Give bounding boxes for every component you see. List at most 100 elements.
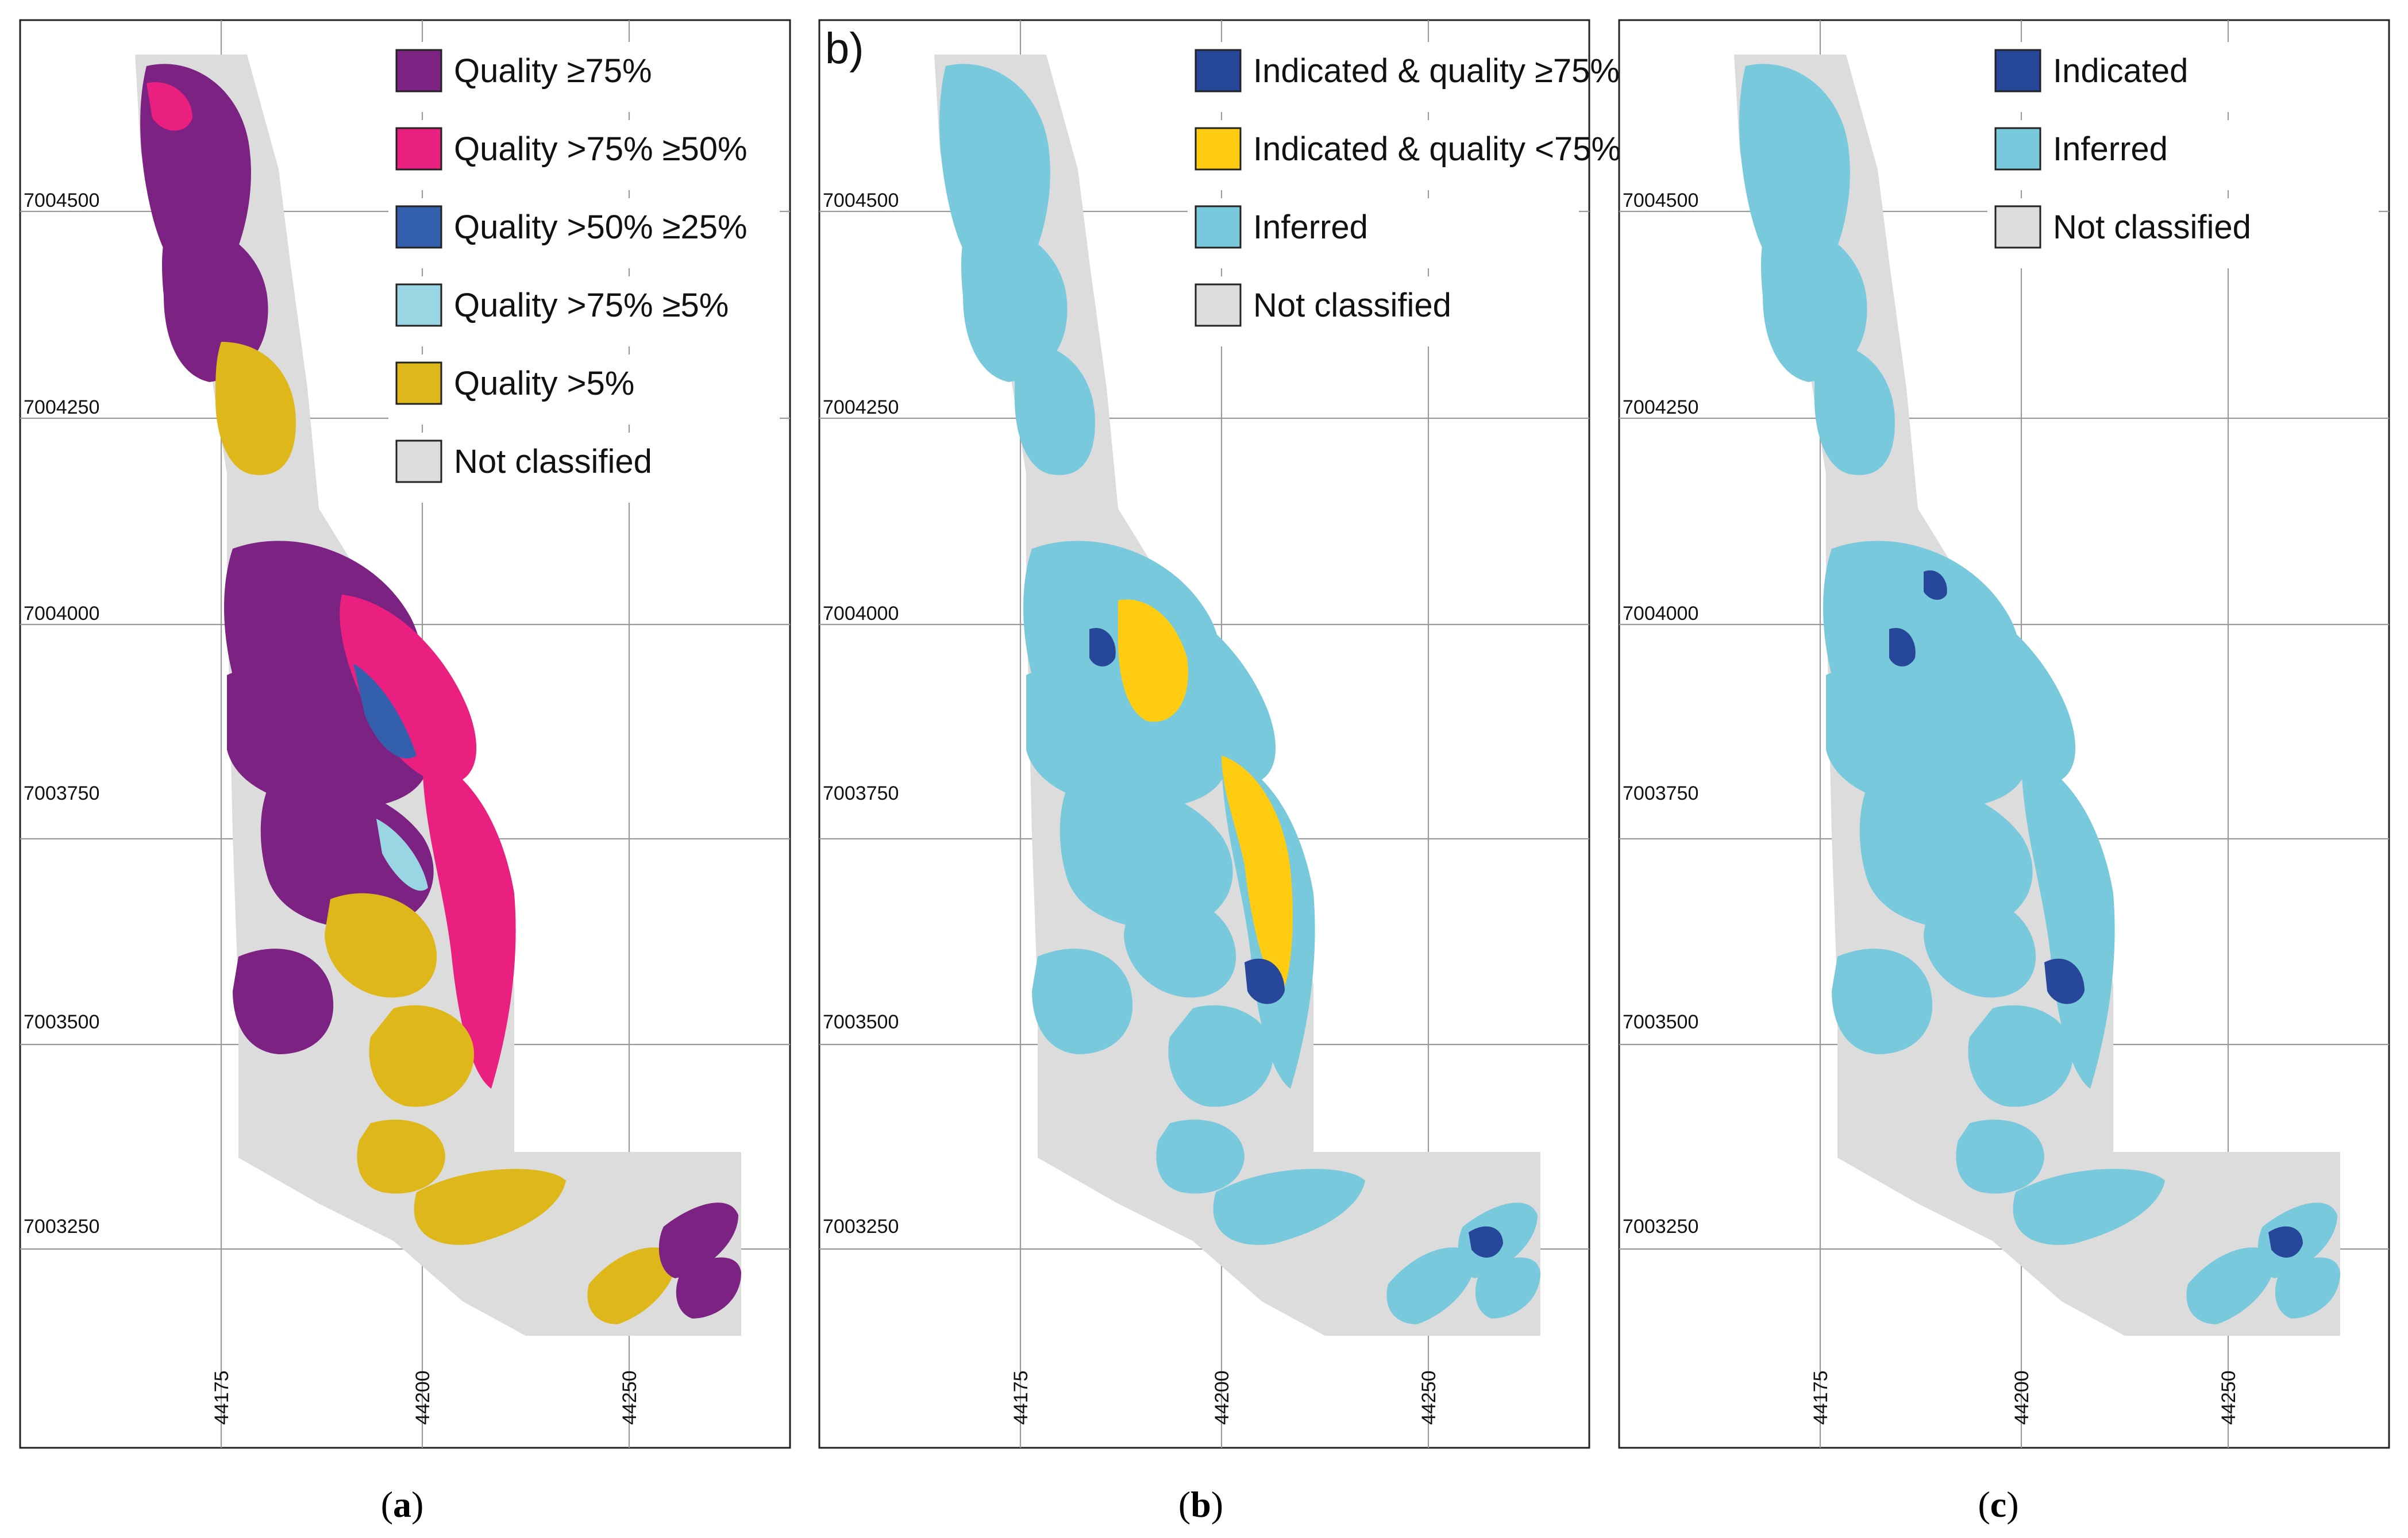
classified-region (676, 1257, 741, 1319)
easting-label: 44200 (2011, 1370, 2033, 1425)
legend-label: Not classified (1253, 287, 1451, 324)
northing-label: 7004500 (1623, 190, 1698, 211)
easting-label: 44175 (1810, 1370, 1832, 1425)
northing-label: 7003250 (24, 1216, 99, 1238)
classified-region (1156, 1119, 1245, 1194)
northing-label: 7003500 (1623, 1011, 1698, 1033)
legend-entry-bg (388, 198, 780, 268)
legend-swatch (395, 283, 442, 327)
classified-region (1956, 1119, 2044, 1194)
deposit-map (135, 55, 741, 1336)
northing-label: 7003750 (24, 783, 99, 804)
legend-swatch (395, 361, 442, 405)
legend-entry-bg (1188, 198, 1579, 268)
legend: Indicated & quality ≥75% Indicated & qual… (1188, 42, 1621, 346)
legend-swatch (1994, 127, 2041, 171)
northing-label: 7004500 (823, 190, 899, 211)
northing-label: 7004250 (823, 396, 899, 418)
legend-swatch (1994, 49, 2041, 92)
classified-region (658, 1202, 738, 1278)
classified-region (1168, 1005, 1273, 1107)
legend-entry-bg (1188, 276, 1579, 346)
classified-region (1015, 342, 1095, 475)
easting-label: 44200 (412, 1370, 434, 1425)
legend-label: Quality >50% ≥25% (454, 209, 748, 246)
classified-region (260, 783, 434, 929)
classified-region (353, 664, 417, 759)
easting-label: 44175 (1010, 1370, 1032, 1425)
legend-label: Quality >75% ≥50% (454, 130, 748, 168)
legend-swatch (1994, 205, 2041, 249)
legend-swatch (1195, 283, 1242, 327)
deposit-map (1734, 55, 2340, 1336)
classified-region (1814, 342, 1895, 475)
easting-label: 44200 (1211, 1370, 1233, 1425)
legend-entry-bg (388, 354, 780, 425)
classified-region (1213, 1169, 1365, 1245)
classified-region (961, 225, 1068, 382)
classified-region (162, 225, 268, 382)
classified-region (1059, 783, 1233, 929)
classified-region (233, 949, 334, 1054)
legend-entry-bg (1188, 42, 1579, 112)
legend-entry-bg (388, 276, 780, 346)
classified-region (376, 819, 428, 891)
classified-region (1761, 225, 1867, 382)
legend-swatch (395, 205, 442, 249)
legend-label: Inferred (1253, 209, 1368, 246)
northing-label: 7003750 (1623, 783, 1698, 804)
easting-label: 44250 (2218, 1370, 2240, 1425)
panel-caption: (a) (381, 1484, 424, 1525)
classified-region (1924, 570, 1947, 600)
classified-region (1245, 958, 1285, 1004)
panel-caption: (c) (1978, 1484, 2018, 1525)
classified-region (1089, 628, 1116, 666)
classified-region (1859, 783, 2033, 929)
northing-label: 7003750 (823, 783, 899, 804)
northing-label: 7004000 (1623, 603, 1698, 625)
legend-label: Indicated & quality <75% (1253, 130, 1621, 168)
legend-label: Indicated (2053, 52, 2188, 90)
legend-entry-bg (1188, 120, 1579, 190)
legend-entry-bg (388, 120, 780, 190)
classified-region (422, 755, 516, 1089)
classified-region (1968, 1005, 2073, 1107)
classified-region (325, 893, 437, 998)
easting-label: 44250 (619, 1370, 641, 1425)
classified-region (147, 82, 192, 131)
legend-label: Quality ≥75% (454, 52, 652, 90)
legend-entry-bg (1987, 120, 2379, 190)
legend-label: Indicated & quality ≥75% (1253, 52, 1620, 90)
classified-region (2268, 1226, 2303, 1258)
legend-swatch (1195, 127, 1242, 171)
legend-entry-bg (1987, 198, 2379, 268)
legend-swatch (395, 440, 442, 483)
easting-label: 44250 (1418, 1370, 1440, 1425)
classified-region (1124, 893, 1236, 998)
classified-region (1939, 595, 2076, 784)
classified-region (1118, 599, 1188, 722)
legend: Quality ≥75% Quality >75% ≥50% Quality >50… (388, 42, 780, 503)
classified-region (1924, 893, 2036, 998)
northing-label: 7004000 (823, 603, 899, 625)
legend-entry-bg (388, 433, 780, 503)
legend-entry-bg (1987, 42, 2379, 112)
northing-label: 7004250 (24, 396, 99, 418)
legend-label: Not classified (2053, 209, 2251, 246)
legend-label: Inferred (2053, 130, 2168, 168)
legend-swatch (1195, 49, 1242, 92)
legend-label: Not classified (454, 443, 652, 480)
northing-label: 7004250 (1623, 396, 1698, 418)
classified-region (215, 342, 296, 475)
legend-swatch (1195, 205, 1242, 249)
northing-label: 7003250 (1623, 1216, 1698, 1238)
classified-region (2275, 1257, 2340, 1319)
classified-region (1222, 755, 1293, 997)
classified-region (414, 1169, 566, 1245)
classified-region (587, 1247, 676, 1324)
classified-region (1032, 949, 1133, 1054)
classified-region (340, 595, 477, 784)
legend-label: Quality >5% (454, 365, 634, 402)
panel-tag: b) (825, 24, 864, 73)
